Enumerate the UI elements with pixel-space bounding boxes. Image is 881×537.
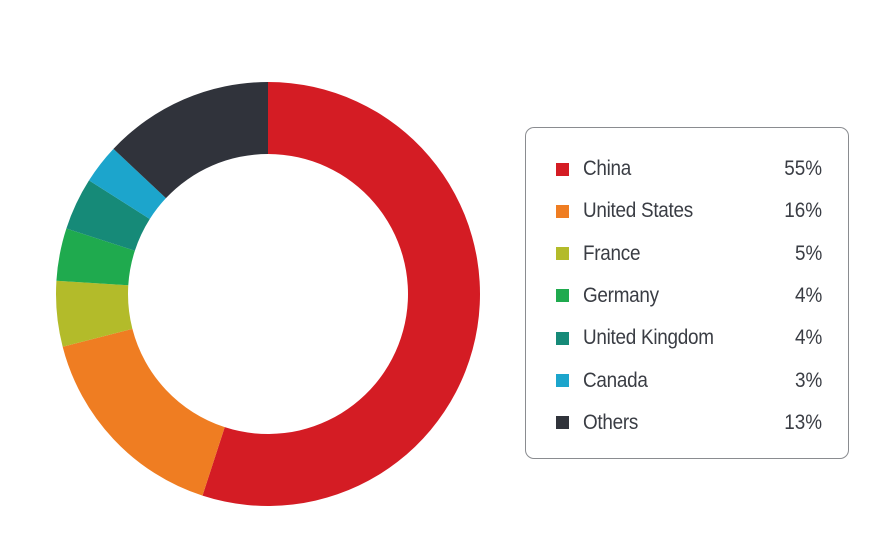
legend-value: 5% [794, 241, 822, 265]
donut-slice-canada [89, 148, 166, 219]
legend-label: Others [583, 410, 639, 434]
legend-swatch [556, 162, 569, 176]
legend-item: Others 13% [556, 409, 822, 437]
legend-value: 3% [794, 368, 822, 392]
legend-swatch [556, 247, 569, 261]
legend-swatch [556, 374, 569, 387]
legend-swatch [556, 289, 569, 303]
legend-item: Canada 3% [556, 367, 822, 395]
legend-value: 13% [784, 410, 822, 434]
legend-label: France [583, 241, 641, 265]
donut-slice-united-kingdom [66, 180, 150, 251]
legend-value: 55% [784, 157, 822, 180]
legend-item: United Kingdom 4% [556, 324, 822, 352]
legend: China 55% United States 16% France 5% Ge… [525, 127, 849, 459]
legend-swatch [556, 331, 569, 345]
legend-label: United Kingdom [583, 326, 714, 350]
legend-swatch [556, 204, 569, 218]
legend-value: 16% [784, 199, 822, 223]
donut-slice-others [113, 82, 268, 199]
legend-item: France 5% [556, 240, 822, 268]
legend-value: 4% [794, 283, 822, 307]
donut-slice-united-states [62, 328, 225, 496]
legend-label: Germany [583, 283, 659, 307]
legend-label: United States [583, 199, 693, 223]
legend-label: China [583, 157, 632, 180]
legend-swatch [556, 416, 569, 430]
legend-item: China 55% [556, 155, 822, 183]
legend-item: United States 16% [556, 197, 822, 225]
donut-slice-china [202, 82, 480, 506]
donut-slice-france [56, 280, 133, 347]
legend-label: Canada [583, 368, 648, 392]
legend-item: Germany 4% [556, 282, 822, 310]
legend-value: 4% [794, 326, 822, 350]
donut-slice-germany [56, 228, 135, 286]
